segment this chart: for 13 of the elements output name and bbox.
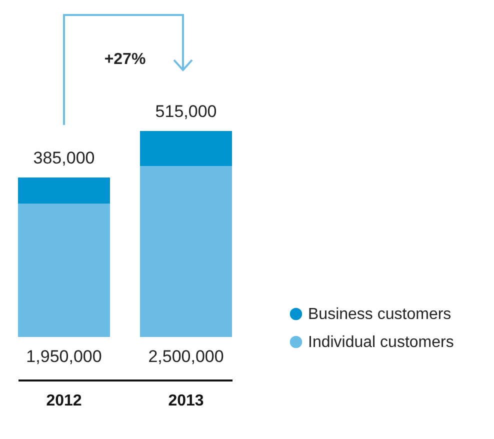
x-tick-label: 2012	[46, 392, 82, 410]
x-tick-label: 2013	[168, 392, 204, 410]
data-label: 385,000	[33, 148, 95, 168]
legend-label: Individual customers	[308, 334, 454, 351]
bar	[140, 131, 232, 166]
bar	[18, 204, 110, 337]
legend-label: Business customers	[308, 306, 452, 323]
bar	[18, 177, 110, 204]
data-label: 1,950,000	[26, 347, 102, 366]
data-label: 2,500,000	[148, 347, 224, 366]
bar	[140, 166, 232, 337]
text: +27%	[104, 51, 146, 68]
data-label: 515,000	[155, 102, 217, 121]
